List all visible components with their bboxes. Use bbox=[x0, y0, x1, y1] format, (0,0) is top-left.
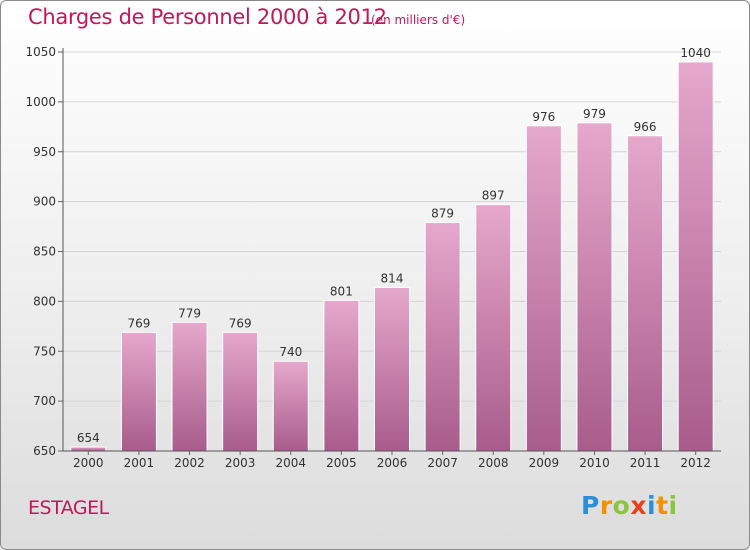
data-label: 801 bbox=[330, 284, 353, 298]
y-tick-label: 750 bbox=[33, 344, 56, 358]
y-tick-label: 800 bbox=[33, 294, 56, 308]
x-tick-label: 2009 bbox=[529, 456, 560, 470]
logo-letter: i bbox=[647, 491, 657, 520]
data-label: 879 bbox=[431, 207, 454, 221]
chart-title: Charges de Personnel 2000 à 2012 bbox=[28, 5, 387, 29]
logo-letter: P bbox=[581, 491, 600, 520]
x-tick-label: 2002 bbox=[174, 456, 205, 470]
bar-2010 bbox=[576, 122, 613, 452]
x-tick-label: 2005 bbox=[326, 456, 357, 470]
bar-2003 bbox=[222, 331, 259, 452]
proxiti-logo: Proxiti bbox=[581, 491, 678, 520]
bar-2004 bbox=[272, 360, 309, 452]
x-tick-label: 2008 bbox=[478, 456, 509, 470]
data-label: 1040 bbox=[680, 46, 711, 60]
logo-letter: x bbox=[630, 491, 647, 520]
axes: 650 700 750 800 850 900 950 1000 1050 2000 2001 200… bbox=[25, 45, 721, 470]
bar-2007 bbox=[424, 222, 461, 452]
x-tick-label: 2010 bbox=[579, 456, 610, 470]
y-tick-label: 650 bbox=[33, 444, 56, 458]
logo-letter: t bbox=[656, 491, 669, 520]
data-labels: 654 769 779 769 740 801 814 879 897 976 979 966 1040 bbox=[77, 46, 711, 445]
data-label: 769 bbox=[127, 316, 150, 330]
y-tick-label: 900 bbox=[33, 195, 56, 209]
y-tick-label: 950 bbox=[33, 145, 56, 159]
x-tick-label: 2012 bbox=[680, 456, 711, 470]
data-label: 654 bbox=[77, 431, 100, 445]
bar-2001 bbox=[120, 331, 157, 452]
data-label: 769 bbox=[229, 316, 252, 330]
x-tick-label: 2001 bbox=[124, 456, 155, 470]
chart-subtitle: (en milliers d'€) bbox=[371, 13, 466, 27]
bar-2012 bbox=[677, 61, 714, 452]
y-tick-label: 850 bbox=[33, 245, 56, 259]
y-tick-label: 1050 bbox=[25, 45, 56, 59]
bar-2008 bbox=[475, 204, 512, 452]
bar-2009 bbox=[525, 125, 562, 452]
bar-2011 bbox=[627, 135, 664, 452]
logo-letter: r bbox=[599, 491, 613, 520]
y-tick-label: 1000 bbox=[25, 95, 56, 109]
data-label: 779 bbox=[178, 306, 201, 320]
data-label: 814 bbox=[381, 271, 404, 285]
logo-letter: o bbox=[612, 491, 631, 520]
bars bbox=[70, 61, 714, 452]
bar-2005 bbox=[323, 299, 360, 452]
commune-name: ESTAGEL bbox=[28, 497, 109, 519]
bar-2006 bbox=[374, 286, 410, 452]
bar-2000 bbox=[70, 446, 107, 452]
x-tick-label: 2006 bbox=[377, 456, 408, 470]
x-tick-label: 2003 bbox=[225, 456, 256, 470]
data-label: 979 bbox=[583, 107, 606, 121]
x-tick-label: 2000 bbox=[73, 456, 104, 470]
x-tick-label: 2007 bbox=[427, 456, 458, 470]
logo-letter: i bbox=[668, 491, 678, 520]
x-tick-label: 2011 bbox=[630, 456, 661, 470]
y-tick-label: 700 bbox=[33, 394, 56, 408]
data-label: 976 bbox=[532, 110, 555, 124]
data-label: 897 bbox=[482, 189, 505, 203]
bar-2002 bbox=[171, 321, 208, 452]
data-label: 966 bbox=[634, 120, 657, 134]
x-tick-label: 2004 bbox=[275, 456, 306, 470]
data-label: 740 bbox=[279, 345, 302, 359]
